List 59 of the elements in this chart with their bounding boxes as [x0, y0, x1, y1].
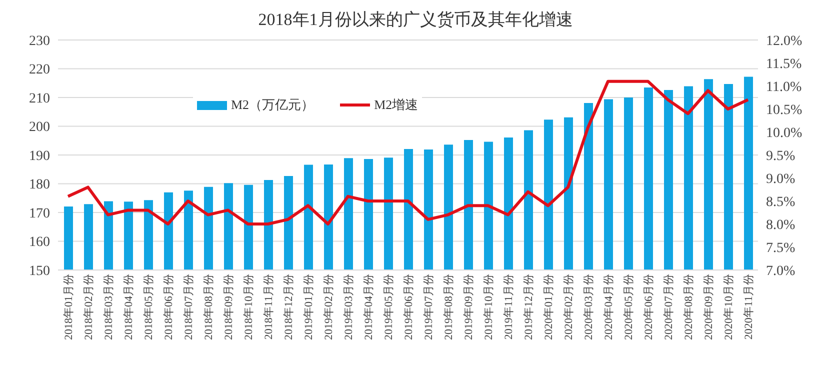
x-tick-label: 2019年03月份: [342, 274, 355, 340]
y-tick-label: 220: [29, 62, 50, 78]
y2-tick-label: 11.0%: [766, 80, 802, 95]
x-tick-label: 2018年11月份: [262, 274, 275, 340]
y2-tick-label: 11.5%: [766, 56, 802, 72]
x-tick-label: 2019年08月份: [442, 274, 455, 340]
x-tick-label: 2018年03月份: [102, 274, 115, 340]
x-tick-label: 2018年12月份: [282, 274, 295, 340]
x-tick-label: 2019年07月份: [422, 274, 435, 340]
x-tick-label: 2018年09月份: [222, 274, 235, 340]
x-tick-label: 2019年01月份: [302, 274, 315, 340]
x-tick-label: 2020年05月份: [622, 274, 635, 340]
x-tick-label: 2018年08月份: [202, 274, 215, 340]
x-tick-label: 2018年06月份: [162, 274, 175, 340]
y2-tick-label: 12.0%: [766, 34, 802, 49]
x-tick-label: 2020年01月份: [542, 274, 555, 340]
y-tick-label: 230: [29, 34, 50, 49]
y-tick-label: 170: [29, 206, 50, 222]
x-tick-label: 2020年11月份: [742, 274, 755, 340]
x-tick-label: 2020年04月份: [602, 274, 615, 340]
x-tick-label: 2019年11月份: [502, 274, 515, 340]
y2-tick-label: 7.0%: [766, 264, 796, 279]
x-tick-label: 2020年03月份: [582, 274, 595, 340]
y-tick-label: 200: [29, 120, 50, 136]
x-tick-label: 2019年06月份: [402, 274, 415, 340]
x-tick-label: 2019年12月份: [522, 274, 535, 340]
x-tick-label: 2019年10月份: [482, 274, 495, 340]
y2-tick-label: 9.5%: [766, 148, 796, 164]
legend-label: M2增速: [374, 96, 418, 114]
x-tick-label: 2018年10月份: [242, 274, 255, 340]
x-tick-label: 2019年04月份: [362, 274, 375, 340]
x-tick-label: 2019年05月份: [382, 274, 395, 340]
x-tick-label: 2020年02月份: [562, 274, 575, 340]
x-tick-label: 2020年06月份: [642, 274, 655, 340]
x-tick-label: 2018年01月份: [62, 274, 75, 340]
y2-tick-label: 8.5%: [766, 194, 796, 210]
x-tick-label: 2020年07月份: [662, 274, 675, 340]
x-tick-label: 2020年08月份: [682, 274, 695, 340]
y-tick-label: 150: [29, 264, 50, 279]
x-tick-label: 2020年10月份: [722, 274, 735, 340]
y-tick-label: 160: [29, 235, 50, 250]
x-tick-label: 2018年04月份: [122, 274, 135, 340]
y-tick-label: 210: [29, 91, 50, 106]
y2-tick-label: 7.5%: [766, 240, 796, 256]
x-tick-label: 2019年02月份: [322, 274, 335, 340]
x-tick-label: 2018年05月份: [142, 274, 155, 340]
y-tick-label: 190: [29, 148, 50, 164]
x-tick-label: 2018年02月份: [82, 274, 95, 340]
y2-tick-label: 8.0%: [766, 218, 796, 233]
line-series: [66, 80, 750, 226]
y2-tick-label: 10.5%: [766, 102, 802, 118]
y-tick-label: 180: [29, 178, 50, 193]
x-tick-label: 2020年09月份: [702, 274, 715, 340]
y2-tick-label: 9.0%: [766, 172, 796, 187]
chart-title: 2018年1月份以来的广义货币及其年化增速: [257, 9, 574, 30]
y2-tick-label: 10.0%: [766, 126, 802, 141]
x-tick-label: 2018年07月份: [182, 274, 195, 340]
x-tick-label: 2019年09月份: [462, 274, 475, 340]
legend-label: M2（万亿元）: [231, 96, 314, 114]
